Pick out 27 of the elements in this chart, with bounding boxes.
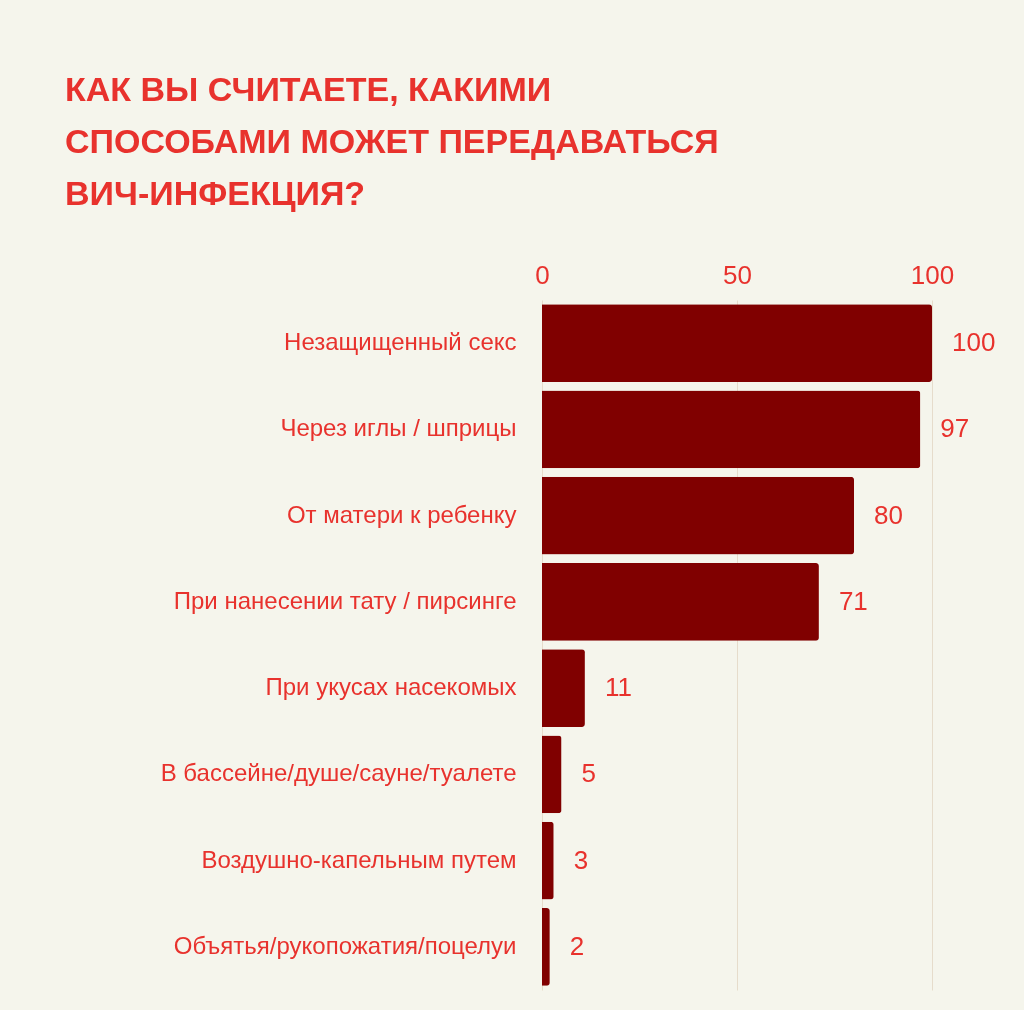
y-tick-label: Через иглы / шприцы [280, 414, 517, 442]
bar [542, 304, 932, 382]
bar [542, 649, 585, 727]
bar [542, 821, 554, 900]
y-tick-label: Воздушно-капельным путем [201, 845, 517, 873]
data-label: 2 [569, 930, 585, 961]
data-label: 3 [573, 844, 589, 875]
data-label: 80 [874, 499, 903, 530]
data-label: 5 [581, 758, 596, 789]
bar [542, 476, 854, 555]
y-tick-label: Незащищенный секс [284, 328, 517, 356]
y-tick-label: При укусах насекомых [265, 673, 517, 701]
data-label: 71 [838, 585, 868, 616]
x-tick-label: 0 [535, 259, 550, 290]
y-tick-label: При нанесении тату / пирсинге [173, 586, 517, 614]
data-label: 11 [604, 672, 632, 703]
y-tick-label: В бассейне/душе/сауне/туалете [160, 759, 517, 787]
bar [542, 735, 562, 814]
y-tick-label: Объятья/рукопожатия/поцелуи [173, 931, 517, 959]
chart-title: КАК ВЫ СЧИТАЕТЕ, КАКИМИ СПОСОБАМИ МОЖЕТ ПЕРЕДАВАТЬСЯ ВИЧ-ИНФЕКЦИЯ? [65, 70, 719, 212]
y-tick-label: От матери к ребенку [286, 500, 517, 528]
x-tick-label: 100 [910, 259, 955, 290]
bar [542, 390, 921, 469]
data-label: 97 [940, 413, 970, 444]
bar [542, 563, 819, 641]
data-label: 100 [952, 327, 996, 358]
x-tick-label: 50 [723, 259, 752, 290]
